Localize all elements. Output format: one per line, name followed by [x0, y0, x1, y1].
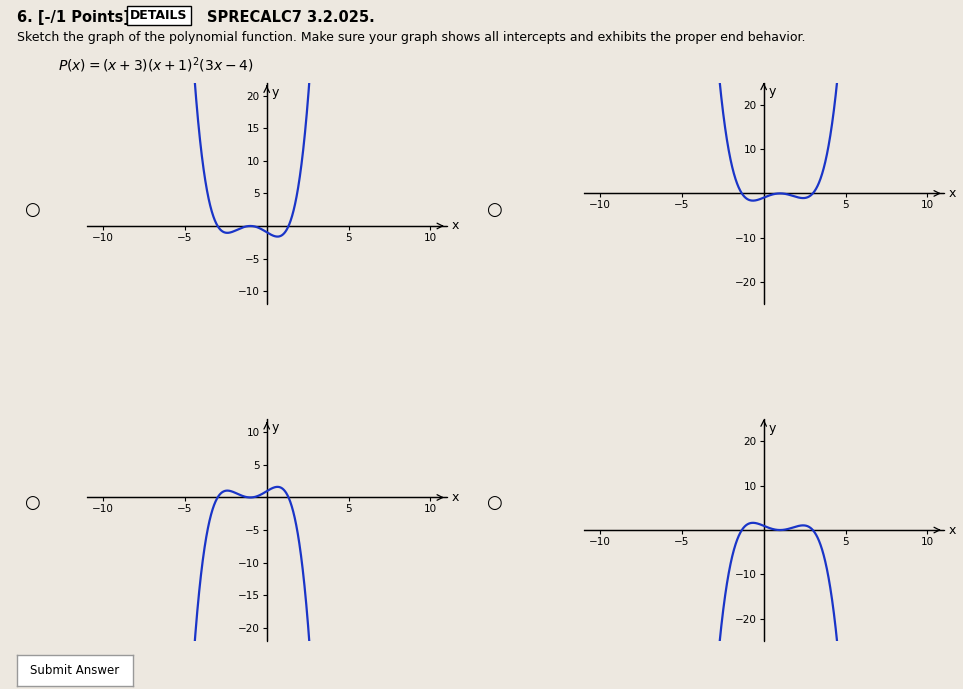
Text: y: y [272, 421, 279, 434]
Text: x: x [949, 187, 956, 200]
Text: $P(x) = (x + 3)(x + 1)^2(3x - 4)$: $P(x) = (x + 3)(x + 1)^2(3x - 4)$ [58, 55, 253, 74]
Text: DETAILS: DETAILS [130, 9, 188, 22]
Text: ○: ○ [24, 494, 39, 512]
Text: Sketch the graph of the polynomial function. Make sure your graph shows all inte: Sketch the graph of the polynomial funct… [17, 31, 806, 44]
Text: 6. [-/1 Points]: 6. [-/1 Points] [17, 10, 130, 25]
Text: y: y [272, 85, 279, 99]
Text: x: x [452, 220, 459, 232]
Text: y: y [768, 422, 776, 435]
Text: x: x [452, 491, 459, 504]
Text: ○: ○ [486, 201, 502, 219]
Text: SPRECALC7 3.2.025.: SPRECALC7 3.2.025. [207, 10, 375, 25]
Text: ○: ○ [24, 201, 39, 219]
Text: ○: ○ [486, 494, 502, 512]
Text: x: x [949, 524, 956, 537]
Text: Submit Answer: Submit Answer [31, 664, 119, 677]
Text: y: y [768, 85, 776, 98]
